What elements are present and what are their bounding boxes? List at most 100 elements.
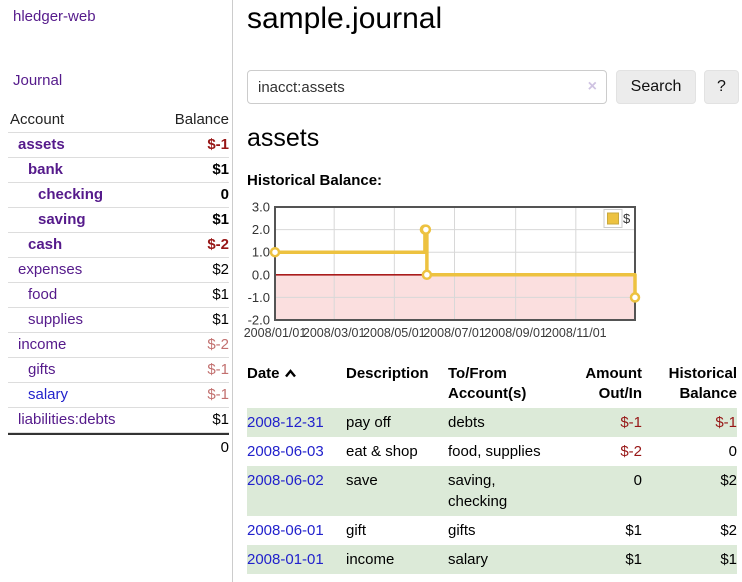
transaction-description: gift — [346, 522, 367, 539]
page-title: sample.journal — [247, 2, 443, 35]
account-row: gifts $-1 — [8, 358, 229, 383]
svg-text:$: $ — [623, 211, 631, 226]
search-input[interactable] — [247, 70, 607, 104]
account-row: cash $-2 — [8, 233, 229, 258]
svg-text:3.0: 3.0 — [252, 200, 270, 215]
account-row: income $-2 — [8, 333, 229, 358]
account-link[interactable]: supplies — [28, 311, 84, 328]
account-link[interactable]: income — [18, 336, 67, 353]
transaction-row: 2008-01-01 income salary $1 $1 — [247, 545, 737, 574]
column-header-description: Description — [346, 365, 429, 382]
account-row: saving $1 — [8, 208, 229, 233]
accounts-table-header: Account Balance — [8, 108, 229, 133]
svg-text:-2.0: -2.0 — [248, 313, 270, 328]
transaction-description: pay off — [346, 414, 391, 431]
help-button[interactable]: ? — [704, 70, 739, 104]
account-row: liabilities:debts $1 — [8, 408, 229, 433]
account-balance: $-2 — [207, 236, 229, 253]
historical-balance-chart[interactable]: $3.0 2.0 1.0 0.0 -1.0 -2.0 2008/01/01 2008/03/0… — [244, 200, 739, 345]
register-table: Date Description To/From Account(s) Amou… — [247, 360, 737, 574]
account-row: salary $-1 — [8, 383, 229, 408]
accounts-table: Account Balance assets $-1 bank $1 check… — [8, 108, 229, 460]
column-header-accounts: To/From Account(s) — [448, 365, 527, 402]
transaction-balance: $1 — [720, 551, 737, 568]
account-heading: assets — [247, 124, 320, 152]
sidebar: hledger-web Journal Account Balance asse… — [0, 0, 233, 582]
account-balance: $1 — [212, 161, 229, 178]
account-balance: $-1 — [207, 361, 229, 378]
account-balance: $1 — [212, 286, 229, 303]
transaction-date-link[interactable]: 2008-06-03 — [247, 443, 324, 460]
accounts-total-row: 0 — [8, 433, 229, 460]
transaction-accounts: gifts — [448, 522, 476, 539]
transaction-row: 2008-12-31 pay off debts $-1 $-1 — [247, 408, 737, 437]
account-balance: $1 — [212, 311, 229, 328]
transaction-date-link[interactable]: 2008-06-01 — [247, 522, 324, 539]
account-link[interactable]: liabilities:debts — [18, 411, 116, 428]
account-balance: $1 — [212, 211, 229, 228]
register-header-row: Date Description To/From Account(s) Amou… — [247, 360, 737, 408]
search-form: × Search ? — [247, 70, 739, 104]
svg-text:1.0: 1.0 — [252, 245, 270, 260]
transaction-row: 2008-06-01 gift gifts $1 $2 — [247, 516, 737, 545]
search-button[interactable]: Search — [616, 70, 696, 104]
account-balance: $-1 — [207, 136, 229, 153]
transaction-date-link[interactable]: 2008-06-02 — [247, 472, 324, 489]
clear-search-icon[interactable]: × — [587, 78, 597, 95]
account-balance: 0 — [220, 186, 229, 203]
transaction-date-link[interactable]: 2008-01-01 — [247, 551, 324, 568]
column-header-balance: Historical Balance — [668, 365, 737, 402]
transaction-accounts: saving, checking — [448, 472, 508, 510]
account-column-header: Account — [10, 111, 65, 128]
transaction-date-link[interactable]: 2008-12-31 — [247, 414, 324, 431]
accounts-total-value: 0 — [220, 439, 229, 456]
account-link[interactable]: salary — [28, 386, 69, 403]
transaction-amount: 0 — [633, 472, 642, 489]
transaction-amount: $-2 — [620, 443, 642, 460]
svg-text:2008/05/01: 2008/05/01 — [363, 326, 426, 340]
transaction-description: eat & shop — [346, 443, 418, 460]
transaction-accounts: food, supplies — [448, 443, 541, 460]
column-header-date[interactable]: Date — [247, 360, 346, 408]
account-balance: $-1 — [207, 386, 229, 403]
account-link[interactable]: cash — [28, 236, 63, 253]
svg-text:0.0: 0.0 — [252, 267, 270, 282]
transaction-description: income — [346, 551, 395, 568]
account-balance: $-2 — [207, 336, 229, 353]
account-row: bank $1 — [8, 158, 229, 183]
balance-column-header: Balance — [174, 111, 229, 128]
account-link[interactable]: expenses — [18, 261, 83, 278]
main-content: sample.journal × Search ? assets Histori… — [244, 0, 742, 582]
account-link[interactable]: food — [28, 286, 58, 303]
transaction-accounts: debts — [448, 414, 485, 431]
account-link[interactable]: assets — [18, 136, 65, 153]
account-link[interactable]: saving — [38, 211, 86, 228]
chart-title: Historical Balance: — [247, 172, 383, 189]
account-row: supplies $1 — [8, 308, 229, 333]
transaction-accounts: salary — [448, 551, 489, 568]
account-link[interactable]: gifts — [28, 361, 56, 378]
svg-text:2.0: 2.0 — [252, 222, 270, 237]
svg-text:2008/09/01: 2008/09/01 — [484, 326, 547, 340]
svg-text:2008/07/01: 2008/07/01 — [423, 326, 486, 340]
transaction-balance: $2 — [720, 522, 737, 539]
transaction-amount: $1 — [625, 522, 642, 539]
transaction-balance: $-1 — [715, 414, 737, 431]
transaction-row: 2008-06-02 save saving, checking 0 $2 — [247, 466, 737, 516]
app-brand-link[interactable]: hledger-web — [13, 8, 96, 25]
svg-text:2008/03/01: 2008/03/01 — [303, 326, 366, 340]
account-balance: $1 — [212, 411, 229, 428]
account-link[interactable]: checking — [38, 186, 104, 203]
account-row: expenses $2 — [8, 258, 229, 283]
sidebar-item-journal[interactable]: Journal — [13, 72, 63, 89]
account-balance: $2 — [212, 261, 229, 278]
svg-text:-1.0: -1.0 — [248, 290, 270, 305]
account-link[interactable]: bank — [28, 161, 64, 178]
account-row: assets $-1 — [8, 133, 229, 158]
svg-text:2008/01/01: 2008/01/01 — [244, 326, 307, 340]
transaction-balance: $2 — [720, 472, 737, 489]
transaction-balance: 0 — [728, 443, 737, 460]
svg-text:2008/11/01: 2008/11/01 — [545, 326, 607, 340]
transaction-amount: $1 — [625, 551, 642, 568]
sort-ascending-icon — [284, 364, 297, 384]
